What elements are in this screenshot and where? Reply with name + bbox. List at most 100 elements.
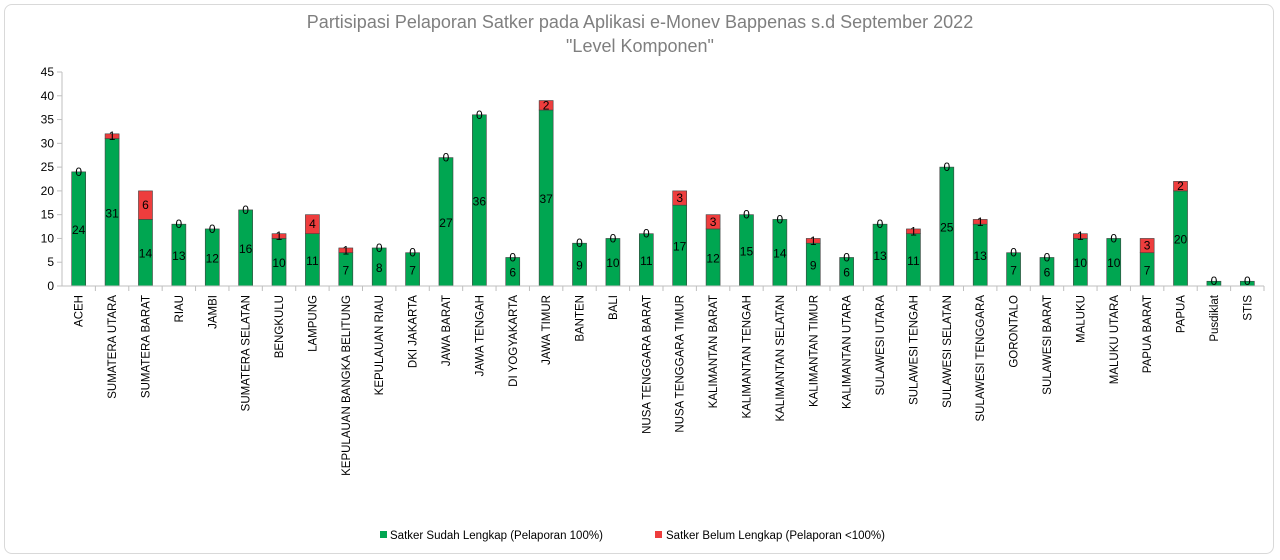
data-label-sudah-lengkap: 6	[843, 266, 850, 280]
data-label-sudah-lengkap: 14	[773, 247, 787, 261]
category-label: JAWA TENGAH	[474, 295, 486, 376]
category-label: PAPUA BARAT	[1142, 295, 1154, 373]
data-label-belum-lengkap: 0	[509, 250, 516, 264]
category-label: MALUKU	[1075, 295, 1087, 343]
data-label-belum-lengkap: 3	[676, 191, 683, 205]
data-label-belum-lengkap: 1	[1077, 229, 1084, 243]
bar-belum-lengkap	[805, 238, 821, 244]
data-label-belum-lengkap: 0	[75, 165, 82, 179]
bar-belum-lengkap	[906, 228, 921, 234]
data-label-sudah-lengkap: 6	[509, 266, 516, 280]
category-label: STIS	[1242, 295, 1254, 321]
category-label: KEPULAUAN BANGKA BELITUNG	[341, 295, 353, 476]
data-label-sudah-lengkap: 13	[172, 249, 186, 263]
category-label: KALIMANTAN SELATAN	[775, 295, 787, 422]
data-label-sudah-lengkap: 10	[1074, 256, 1088, 270]
bar-belum-lengkap	[271, 233, 287, 239]
category-label: JAWA TIMUR	[541, 295, 553, 365]
category-label: SULAWESI BARAT	[1042, 295, 1054, 395]
data-label-belum-lengkap: 1	[276, 229, 283, 243]
data-label-belum-lengkap: 1	[109, 129, 116, 143]
chart-title: Partisipasi Pelaporan Satker pada Aplika…	[307, 12, 973, 32]
data-label-belum-lengkap: 4	[309, 217, 316, 231]
data-label-belum-lengkap: 1	[342, 243, 349, 257]
bar-belum-lengkap	[705, 214, 721, 230]
category-label: GORONTALO	[1009, 295, 1021, 368]
data-label-sudah-lengkap: 13	[974, 249, 988, 263]
category-label: SULAWESI TENGAH	[908, 295, 920, 405]
data-label-belum-lengkap: 0	[743, 208, 750, 222]
data-label-sudah-lengkap: 11	[306, 254, 319, 268]
data-label-sudah-lengkap: 12	[206, 251, 220, 265]
data-label-belum-lengkap: 0	[576, 236, 583, 250]
bar-belum-lengkap	[672, 190, 688, 206]
data-label-belum-lengkap: 0	[1010, 246, 1017, 260]
category-label: KEPULAUAN RIAU	[374, 295, 386, 395]
data-label-belum-lengkap: 0	[409, 246, 416, 260]
data-label-belum-lengkap: 0	[476, 108, 483, 122]
category-label: DI YOGYAKARTA	[508, 295, 520, 387]
y-tick-label: 15	[41, 208, 55, 222]
category-label: MALUKU UTARA	[1109, 295, 1121, 385]
data-label-sudah-lengkap: 37	[539, 192, 553, 206]
data-label-belum-lengkap: 0	[943, 160, 950, 174]
category-label: Pusdiklat	[1209, 294, 1221, 341]
data-label-belum-lengkap: 0	[1244, 274, 1251, 288]
data-label-sudah-lengkap: 11	[907, 254, 920, 268]
category-label: JAMBI	[207, 295, 219, 329]
bar-belum-lengkap	[338, 247, 354, 254]
bar-belum-lengkap	[138, 190, 153, 220]
data-label-belum-lengkap: 0	[176, 217, 183, 231]
category-label: KALIMANTAN TIMUR	[808, 295, 820, 407]
category-label: PAPUA	[1176, 295, 1188, 333]
category-label: SUMATERA UTARA	[107, 295, 119, 399]
data-label-sudah-lengkap: 12	[706, 251, 720, 265]
data-label-sudah-lengkap: 13	[873, 249, 887, 263]
y-tick-label: 0	[47, 279, 54, 293]
data-label-belum-lengkap: 0	[209, 222, 216, 236]
y-tick-label: 40	[41, 89, 55, 103]
data-label-belum-lengkap: 3	[1144, 239, 1151, 253]
chart-subtitle: "Level Komponen"	[566, 36, 714, 56]
data-label-sudah-lengkap: 10	[272, 256, 286, 270]
data-label-belum-lengkap: 0	[877, 217, 884, 231]
data-label-sudah-lengkap: 7	[1010, 263, 1017, 277]
data-label-sudah-lengkap: 6	[1044, 266, 1051, 280]
data-label-belum-lengkap: 0	[643, 227, 650, 241]
category-label: BENGKULU	[274, 295, 286, 358]
y-tick-label: 20	[41, 184, 55, 198]
data-label-sudah-lengkap: 11	[640, 254, 653, 268]
data-label-sudah-lengkap: 9	[810, 259, 817, 273]
data-label-belum-lengkap: 0	[1044, 250, 1051, 264]
y-tick-label: 35	[41, 113, 55, 127]
data-label-belum-lengkap: 1	[810, 234, 817, 248]
data-label-sudah-lengkap: 17	[673, 240, 687, 254]
category-label: BANTEN	[575, 295, 587, 342]
data-label-sudah-lengkap: 36	[473, 194, 487, 208]
category-label: SUMATERA SELATAN	[241, 295, 253, 411]
data-label-sudah-lengkap: 24	[72, 223, 86, 237]
bar-belum-lengkap	[1173, 181, 1188, 192]
y-axis: 0 5 10 15 20 25 30 35 40 45	[41, 65, 63, 293]
data-label-belum-lengkap: 0	[777, 212, 784, 226]
category-label: SULAWESI UTARA	[875, 295, 887, 396]
data-label-belum-lengkap: 2	[1177, 179, 1184, 193]
category-label: ACEH	[74, 295, 86, 327]
data-label-belum-lengkap: 0	[610, 231, 617, 245]
data-label-belum-lengkap: 3	[710, 215, 717, 229]
data-label-sudah-lengkap: 7	[342, 263, 349, 277]
category-label: SULAWESI TENGGARA	[975, 295, 987, 422]
data-label-sudah-lengkap: 7	[409, 263, 416, 277]
data-label-sudah-lengkap: 25	[940, 221, 954, 235]
bar-belum-lengkap	[1073, 233, 1088, 239]
data-label-sudah-lengkap: 31	[105, 206, 119, 220]
data-label-belum-lengkap: 1	[910, 224, 917, 238]
category-label: KALIMANTAN BARAT	[708, 295, 720, 408]
data-label-belum-lengkap: 1	[977, 215, 984, 229]
data-label-belum-lengkap: 0	[376, 241, 383, 255]
category-label: SUMATERA BARAT	[140, 295, 152, 398]
data-label-belum-lengkap: 0	[1211, 274, 1218, 288]
data-label-belum-lengkap: 0	[443, 151, 450, 165]
data-label-sudah-lengkap: 10	[1107, 256, 1121, 270]
